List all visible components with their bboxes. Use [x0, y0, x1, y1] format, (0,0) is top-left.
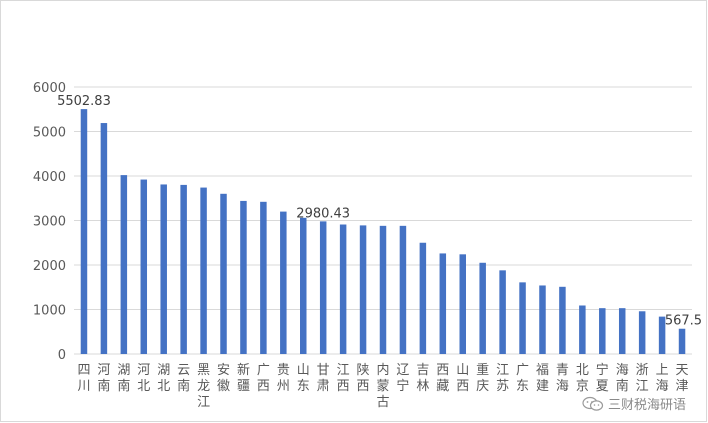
bar	[300, 217, 307, 354]
x-tick-label: 河南	[97, 363, 110, 394]
data-label: 567.5	[665, 314, 702, 329]
bar	[599, 308, 606, 354]
bar	[319, 221, 327, 354]
x-tick-label: 湖南	[117, 363, 130, 394]
x-tick-label: 江苏	[496, 363, 509, 394]
bar	[539, 285, 546, 354]
bar	[499, 270, 506, 354]
bar	[140, 179, 148, 354]
x-tick-label: 西藏	[436, 363, 449, 394]
bar	[419, 242, 427, 354]
bar	[638, 311, 646, 354]
x-tick-label: 天津	[676, 363, 689, 394]
y-tick-label: 2000	[33, 259, 66, 274]
data-label: 5502.83	[57, 94, 111, 109]
bar	[200, 187, 207, 354]
bar	[399, 225, 407, 354]
x-tick-label: 广东	[516, 363, 529, 394]
data-label: 2980.43	[296, 206, 350, 221]
bar	[479, 262, 486, 354]
x-tick-label: 内蒙古	[376, 362, 389, 410]
bar	[80, 109, 88, 355]
bar	[100, 123, 108, 354]
y-tick-label: 3000	[33, 215, 66, 230]
x-tick-label: 浙江	[636, 363, 649, 394]
x-tick-label: 山西	[456, 363, 469, 394]
bar	[220, 193, 227, 354]
x-tick-label: 四川	[77, 363, 90, 394]
y-tick-label: 1000	[33, 304, 66, 319]
bar	[439, 253, 447, 354]
watermark: 三财税海研语	[582, 394, 686, 413]
y-tick-label: 4000	[33, 170, 66, 185]
bar	[339, 224, 347, 354]
x-tick-label: 辽宁	[396, 363, 409, 394]
x-tick-label: 青海	[556, 363, 569, 394]
x-tick-label: 江西	[337, 363, 350, 394]
bar	[379, 225, 387, 354]
bar	[618, 308, 626, 354]
wechat-icon	[582, 396, 604, 411]
x-tick-label: 湖北	[157, 363, 170, 394]
x-tick-label: 重庆	[476, 362, 489, 394]
bar	[240, 200, 247, 354]
bar	[120, 175, 128, 354]
x-tick-label: 福建	[536, 363, 549, 394]
x-tick-label: 贵州	[277, 363, 290, 394]
bar	[658, 316, 666, 354]
x-tick-label: 河北	[137, 363, 150, 394]
y-tick-label: 6000	[33, 81, 66, 96]
bar	[180, 184, 187, 354]
x-tick-label: 上海	[656, 363, 669, 394]
x-tick-label: 甘肃	[317, 363, 330, 394]
bar	[559, 286, 566, 354]
y-tick-label: 0	[58, 348, 66, 363]
bar	[359, 225, 367, 354]
x-tick-label: 宁夏	[596, 362, 609, 394]
bar	[260, 201, 267, 354]
x-tick-label: 安徽	[217, 363, 230, 394]
x-tick-label: 广西	[257, 363, 270, 394]
bar	[459, 254, 466, 354]
x-tick-label: 云南	[177, 363, 190, 394]
bar	[280, 211, 287, 354]
x-tick-label: 吉林	[416, 363, 429, 394]
y-tick-label: 5000	[33, 126, 66, 141]
bar	[160, 184, 167, 354]
x-tick-label: 新疆	[237, 362, 250, 394]
x-tick-label: 黑龙江	[197, 363, 210, 410]
x-tick-label: 陕西	[357, 363, 370, 394]
watermark-text: 三财税海研语	[607, 398, 686, 413]
bar	[519, 282, 526, 354]
x-tick-label: 北京	[576, 363, 589, 394]
x-tick-label: 海南	[616, 363, 629, 394]
bar	[579, 305, 586, 354]
x-tick-label: 山东	[297, 363, 310, 394]
bar	[678, 328, 686, 354]
